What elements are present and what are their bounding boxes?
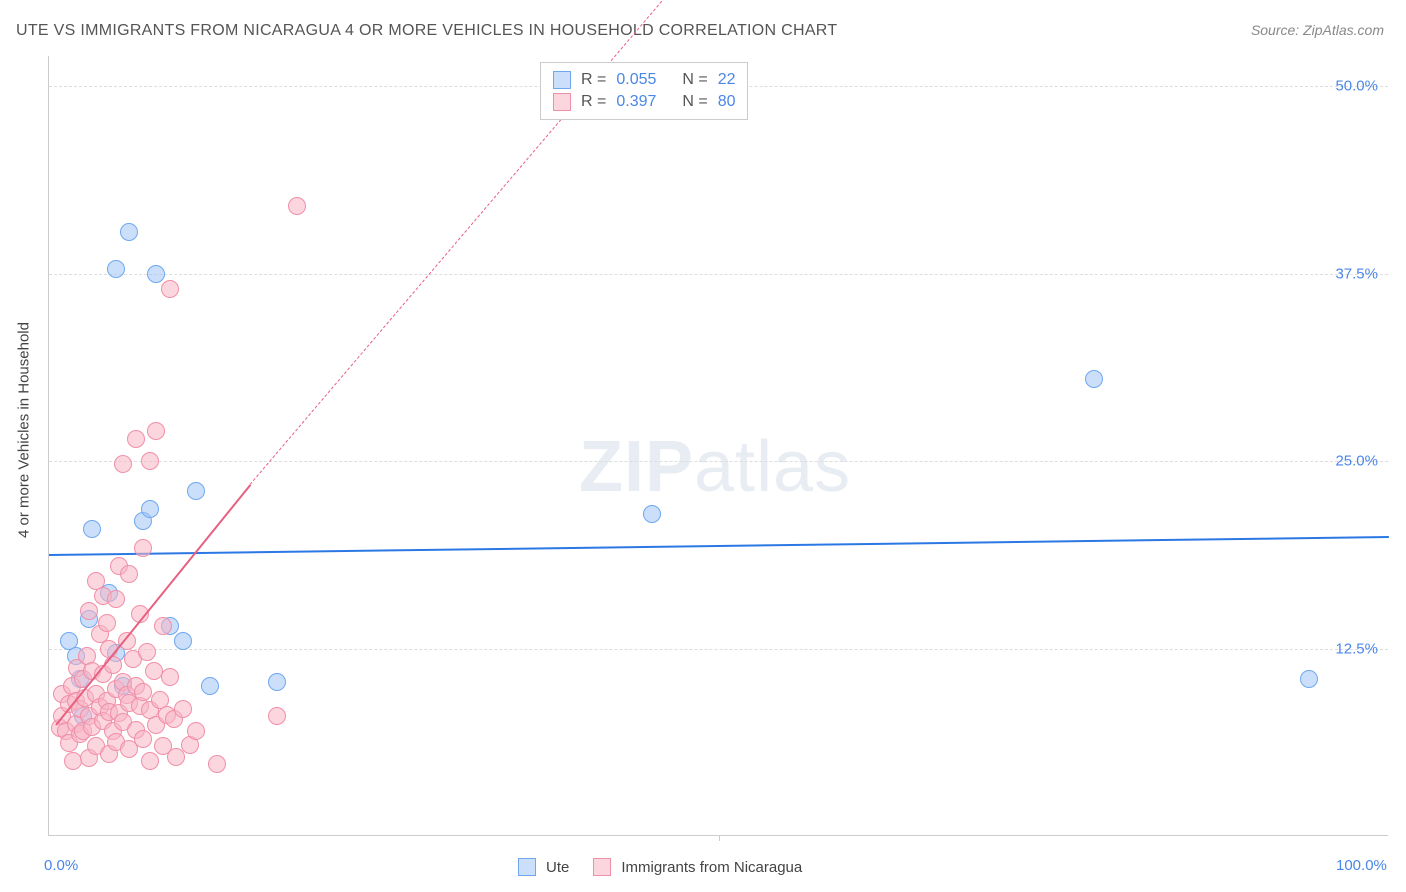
data-point bbox=[268, 707, 286, 725]
data-point bbox=[134, 683, 152, 701]
y-tick-label: 12.5% bbox=[1335, 640, 1378, 657]
source-attribution: Source: ZipAtlas.com bbox=[1251, 22, 1384, 38]
data-point bbox=[174, 700, 192, 718]
chart-container: UTE VS IMMIGRANTS FROM NICARAGUA 4 OR MO… bbox=[0, 0, 1406, 892]
data-point bbox=[1085, 370, 1103, 388]
plot-area: ZIPatlas 12.5% 25.0% 37.5% 50.0% bbox=[48, 56, 1388, 836]
legend-swatch bbox=[553, 71, 571, 89]
data-point bbox=[80, 602, 98, 620]
y-tick-label: 37.5% bbox=[1335, 265, 1378, 282]
data-point bbox=[107, 260, 125, 278]
y-tick-label: 25.0% bbox=[1335, 453, 1378, 470]
gridline bbox=[49, 461, 1388, 462]
data-point bbox=[288, 197, 306, 215]
data-point bbox=[83, 520, 101, 538]
legend-r-label: R = bbox=[581, 93, 606, 111]
data-point bbox=[141, 752, 159, 770]
data-point bbox=[268, 673, 286, 691]
legend-n-value: 80 bbox=[718, 93, 736, 111]
legend-n-label: N = bbox=[682, 93, 707, 111]
data-point bbox=[643, 505, 661, 523]
x-tick-label: 0.0% bbox=[44, 857, 78, 874]
legend-n-label: N = bbox=[682, 71, 707, 89]
data-point bbox=[64, 752, 82, 770]
chart-title: UTE VS IMMIGRANTS FROM NICARAGUA 4 OR MO… bbox=[16, 22, 837, 40]
legend-r-value: 0.055 bbox=[616, 71, 672, 89]
data-point bbox=[120, 565, 138, 583]
legend-series-label: Immigrants from Nicaragua bbox=[621, 859, 802, 876]
data-point bbox=[141, 500, 159, 518]
data-point bbox=[187, 722, 205, 740]
data-point bbox=[127, 430, 145, 448]
gridline bbox=[49, 649, 1388, 650]
watermark: ZIPatlas bbox=[579, 426, 851, 508]
data-point bbox=[201, 677, 219, 695]
legend-series: Ute Immigrants from Nicaragua bbox=[518, 858, 816, 876]
legend-correlation: R = 0.055 N = 22 R = 0.397 N = 80 bbox=[540, 62, 748, 120]
legend-row: R = 0.055 N = 22 bbox=[553, 69, 735, 91]
legend-series-label: Ute bbox=[546, 859, 569, 876]
legend-row: R = 0.397 N = 80 bbox=[553, 91, 735, 113]
data-point bbox=[114, 455, 132, 473]
legend-swatch bbox=[553, 93, 571, 111]
gridline bbox=[49, 274, 1388, 275]
legend-r-label: R = bbox=[581, 71, 606, 89]
y-axis-label: 4 or more Vehicles in Household bbox=[16, 322, 33, 538]
legend-swatch bbox=[518, 858, 536, 876]
x-tick bbox=[719, 835, 720, 841]
data-point bbox=[134, 539, 152, 557]
data-point bbox=[161, 280, 179, 298]
data-point bbox=[147, 422, 165, 440]
data-point bbox=[154, 617, 172, 635]
x-tick-label: 100.0% bbox=[1336, 857, 1387, 874]
data-point bbox=[1300, 670, 1318, 688]
legend-swatch bbox=[593, 858, 611, 876]
data-point bbox=[134, 730, 152, 748]
data-point bbox=[147, 265, 165, 283]
legend-r-value: 0.397 bbox=[616, 93, 672, 111]
data-point bbox=[120, 223, 138, 241]
data-point bbox=[138, 643, 156, 661]
data-point bbox=[98, 614, 116, 632]
trend-line bbox=[49, 536, 1389, 556]
data-point bbox=[107, 590, 125, 608]
data-point bbox=[161, 668, 179, 686]
legend-n-value: 22 bbox=[718, 71, 736, 89]
data-point bbox=[174, 632, 192, 650]
y-tick-label: 50.0% bbox=[1335, 78, 1378, 95]
data-point bbox=[208, 755, 226, 773]
data-point bbox=[187, 482, 205, 500]
data-point bbox=[141, 452, 159, 470]
